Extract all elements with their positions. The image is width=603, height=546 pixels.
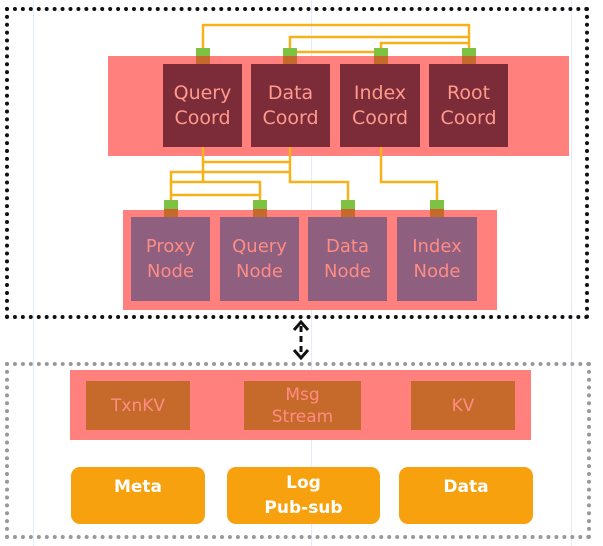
- kv-box: KV: [411, 381, 515, 430]
- proxy-node: Proxy Node: [131, 217, 210, 301]
- data-node: Data Node: [308, 217, 387, 301]
- data-box: Data: [399, 467, 533, 524]
- data-coord: Data Coord: [251, 64, 330, 147]
- connectors: [164, 48, 476, 217]
- bidirectional-arrow-icon: [292, 319, 310, 361]
- root-coord: Root Coord: [429, 64, 508, 147]
- index-node: Index Node: [397, 217, 477, 301]
- storage-layer-boundary: [5, 362, 591, 539]
- meta-box: Meta: [71, 467, 205, 524]
- compute-layer-boundary: [5, 7, 589, 319]
- msg-stream-box: Msg Stream: [244, 381, 361, 430]
- guide-line: [33, 0, 34, 546]
- index-coord: Index Coord: [340, 64, 420, 147]
- txnkv-box: TxnKV: [86, 381, 190, 430]
- log-pubsub-box: Log Pub-sub: [227, 467, 380, 524]
- query-node: Query Node: [220, 217, 299, 301]
- guide-line: [571, 0, 572, 546]
- query-coord: Query Coord: [163, 64, 242, 147]
